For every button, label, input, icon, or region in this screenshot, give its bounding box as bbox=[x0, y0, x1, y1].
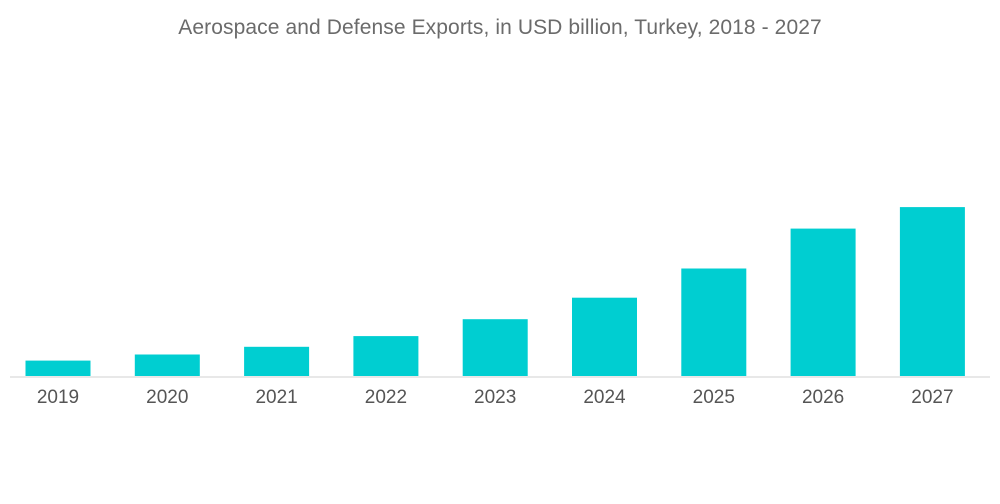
x-tick-label-2025: 2025 bbox=[693, 387, 735, 408]
x-tick-label-2021: 2021 bbox=[255, 387, 297, 408]
x-tick-label-2024: 2024 bbox=[583, 387, 626, 408]
x-tick-label-2026: 2026 bbox=[802, 387, 844, 408]
x-tick-label-2020: 2020 bbox=[146, 387, 188, 408]
x-tick-label-2022: 2022 bbox=[365, 387, 407, 408]
x-tick-label-2027: 2027 bbox=[911, 387, 953, 408]
bar-2026 bbox=[790, 228, 856, 376]
bar-2021 bbox=[244, 346, 310, 376]
x-tick-label-2023: 2023 bbox=[474, 387, 516, 408]
x-tick-labels: 2019 2020 2021 2022 2023 2024 2025 2026 2027 bbox=[37, 387, 954, 408]
chart-title: Aerospace and Defense Exports, in USD bi… bbox=[178, 16, 822, 39]
bar-2024 bbox=[572, 297, 637, 376]
bar-2027 bbox=[899, 207, 965, 376]
bars-group bbox=[25, 207, 965, 376]
x-tick-label-2019: 2019 bbox=[37, 387, 79, 408]
bar-2019 bbox=[25, 360, 91, 376]
bar-2022 bbox=[353, 336, 419, 376]
bar-2025 bbox=[681, 268, 747, 376]
bar-2023 bbox=[462, 319, 528, 376]
bar-2020 bbox=[134, 354, 200, 376]
